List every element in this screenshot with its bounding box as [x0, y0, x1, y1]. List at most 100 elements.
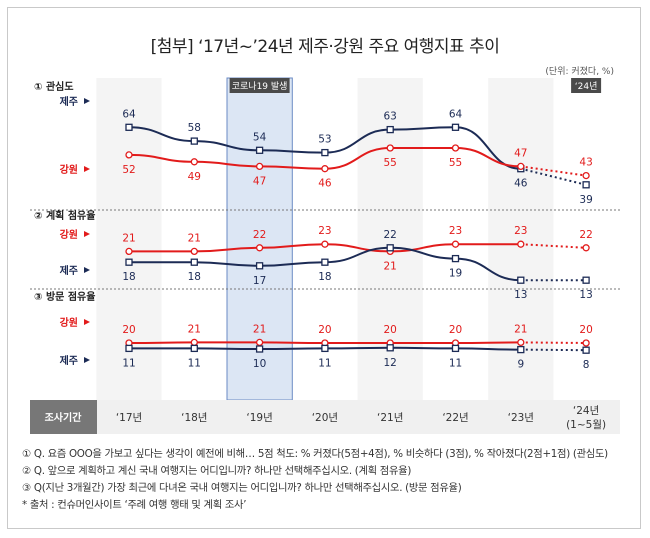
data-point — [190, 137, 198, 145]
y24-badge-text: ‘24년 — [575, 81, 598, 92]
data-label: 46 — [514, 178, 528, 190]
section-title: ① 관심도 — [34, 80, 74, 93]
data-point — [451, 123, 460, 131]
data-label: 20 — [449, 324, 462, 336]
year-tick: ‘19년 — [246, 412, 272, 424]
data-point — [582, 276, 590, 284]
data-point — [125, 258, 133, 266]
series-label: 강원 — [60, 228, 78, 241]
data-point — [255, 146, 264, 154]
data-label: 64 — [449, 108, 463, 120]
data-point — [517, 338, 525, 347]
data-label: 13 — [514, 289, 527, 301]
data-label: 43 — [579, 157, 592, 169]
data-label: 49 — [188, 171, 201, 183]
data-point — [190, 338, 198, 347]
data-label: 21 — [188, 232, 201, 244]
data-label: 21 — [188, 323, 201, 335]
data-label: 11 — [188, 357, 201, 369]
data-point — [517, 240, 525, 248]
data-label: 20 — [122, 324, 135, 336]
section-title: ③ 방문 점유율 — [34, 290, 95, 303]
year-tick-sub: (1~5월) — [566, 419, 606, 431]
data-point — [255, 244, 264, 252]
data-label: 18 — [122, 271, 135, 283]
data-label: 18 — [188, 271, 201, 283]
data-label: 64 — [122, 108, 136, 120]
arrow-icon — [84, 98, 90, 104]
data-point — [386, 244, 394, 252]
data-label: 21 — [384, 260, 397, 272]
series-projection — [520, 165, 587, 177]
header-label: 조사기간 — [45, 411, 83, 424]
data-point — [321, 148, 329, 157]
data-label: 52 — [122, 164, 135, 176]
data-label: 23 — [449, 225, 462, 237]
data-label: 21 — [122, 232, 135, 244]
series-label: 강원 — [60, 316, 78, 329]
arrow-icon — [84, 166, 90, 172]
data-point — [321, 165, 329, 173]
arrow-icon — [84, 319, 90, 325]
year-tick: ‘23년 — [508, 412, 534, 424]
data-label: 10 — [253, 358, 266, 370]
header-label-cell — [30, 400, 97, 434]
data-label: 58 — [188, 122, 201, 134]
data-label: 21 — [514, 323, 527, 335]
data-label: 18 — [318, 271, 331, 283]
unit-label: (단위: 커졌다, %) — [545, 67, 614, 77]
data-label: 22 — [384, 229, 397, 241]
data-point — [255, 262, 264, 270]
data-point — [321, 240, 329, 248]
data-point — [582, 244, 590, 252]
note-2: ② Q. 앞으로 계획하고 계신 국내 여행지는 어디입니까? 하나만 선택해주… — [22, 465, 412, 477]
data-label: 47 — [514, 147, 527, 159]
data-point — [386, 344, 394, 352]
data-point — [255, 345, 264, 353]
data-label: 13 — [579, 289, 592, 301]
y24-badge — [571, 78, 602, 93]
note-3: ③ Q(지난 3개월간) 가장 최근에 다녀온 국내 여행지는 어디입니까? 하… — [22, 482, 462, 494]
data-label: 23 — [514, 225, 527, 237]
data-label: 11 — [449, 357, 462, 369]
series-label: 강원 — [60, 163, 78, 176]
year-tick: ‘24년 — [573, 405, 599, 417]
data-point — [125, 123, 133, 131]
covid-badge — [229, 78, 290, 93]
series-label: 제주 — [60, 354, 78, 367]
data-point — [451, 240, 460, 248]
data-label: 20 — [579, 324, 592, 336]
data-label: 23 — [318, 225, 331, 237]
data-point — [582, 346, 590, 354]
arrow-icon — [84, 267, 90, 273]
year-tick: ‘22년 — [442, 412, 468, 424]
arrow-icon — [84, 231, 90, 237]
data-label: 17 — [253, 275, 266, 287]
series-projection — [520, 348, 587, 352]
data-label: 55 — [449, 157, 462, 169]
data-point — [190, 258, 198, 266]
data-point — [321, 344, 329, 353]
data-label: 53 — [318, 134, 331, 146]
year-tick: ‘20년 — [312, 412, 338, 424]
data-point — [125, 151, 133, 159]
data-point — [386, 125, 394, 134]
data-point — [582, 171, 590, 180]
data-point — [451, 254, 460, 263]
data-point — [255, 162, 264, 171]
series-label: 제주 — [60, 264, 78, 277]
year-tick: ‘21년 — [377, 412, 403, 424]
data-point — [125, 247, 133, 256]
data-point — [451, 344, 460, 353]
chart-title: [첨부] ‘17년~’24년 제주·강원 주요 여행지표 추이 — [150, 37, 500, 57]
data-label: 55 — [384, 157, 397, 169]
data-label: 19 — [449, 268, 462, 280]
footnotes: ① Q. 요즘 OOO을 가보고 싶다는 생각이 예전에 비해… 5점 척도: … — [22, 446, 632, 514]
note-1: ① Q. 요즘 OOO을 가보고 싶다는 생각이 예전에 비해… 5점 척도: … — [22, 448, 608, 460]
year-axis-band — [30, 400, 620, 434]
data-point — [451, 144, 460, 152]
data-point — [321, 258, 329, 266]
data-label: 54 — [253, 131, 267, 143]
series-projection — [520, 341, 587, 344]
